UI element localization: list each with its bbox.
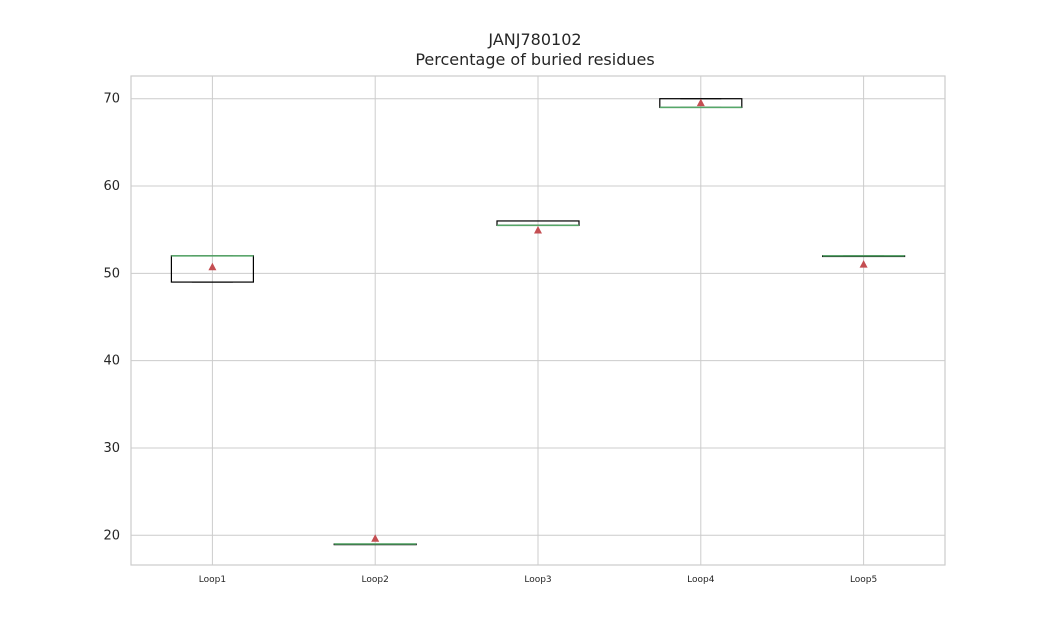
y-tick-label: 20 <box>103 528 120 543</box>
chart-title: JANJ780102 <box>488 30 582 49</box>
x-tick-label: Loop5 <box>850 575 877 585</box>
y-tick-label: 70 <box>103 92 120 107</box>
y-tick-label: 50 <box>103 266 120 281</box>
x-tick-label: Loop1 <box>199 575 226 585</box>
mean-marker <box>696 98 705 107</box>
y-tick-label: 60 <box>103 179 120 194</box>
mean-marker <box>859 260 868 268</box>
mean-marker <box>208 262 217 271</box>
y-tick-label: 30 <box>103 441 120 456</box>
plot-frame <box>130 75 946 566</box>
mean-marker <box>534 226 542 234</box>
x-tick-label: Loop4 <box>687 575 715 585</box>
mean-marker <box>371 534 380 542</box>
chart-title-block: JANJ780102 Percentage of buried residues <box>0 30 1050 70</box>
x-tick-label: Loop3 <box>524 575 551 585</box>
x-tick-label: Loop2 <box>362 575 389 585</box>
y-tick-label: 40 <box>103 354 120 369</box>
chart-subtitle: Percentage of buried residues <box>415 50 655 69</box>
